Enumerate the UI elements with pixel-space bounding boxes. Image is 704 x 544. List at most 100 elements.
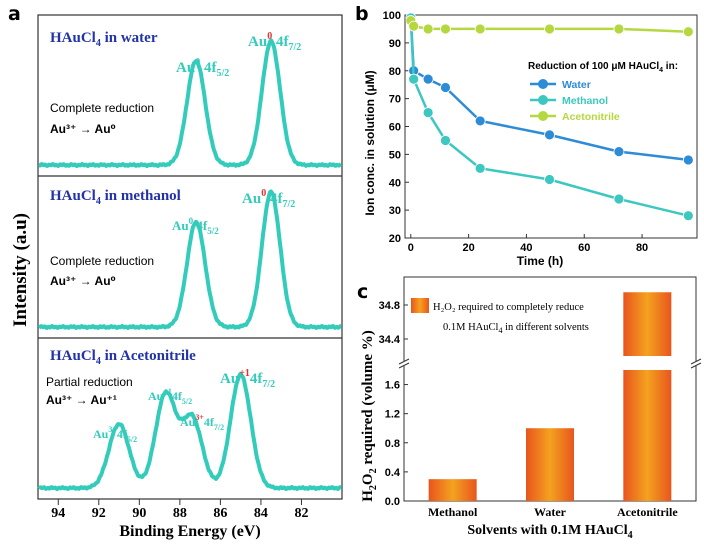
data-point-acetonitrile [408, 20, 420, 32]
a-xtick-label: 92 [92, 506, 106, 521]
legend-label-methanol: Methanol [562, 95, 608, 107]
panel-a-xticks: 94 92 90 88 86 84 82 [51, 499, 308, 521]
axis-break-mark [398, 358, 410, 365]
legend-marker-acetonitrile [538, 111, 548, 121]
data-point-water [422, 73, 434, 85]
panel-b-frame [404, 14, 698, 239]
c-ytick-label: 0.0 [385, 496, 400, 508]
a1-peak-label-2: Au0 4f7/2 [248, 31, 301, 53]
data-point-water [544, 129, 555, 141]
data-point-methanol [408, 73, 420, 85]
panel-b-legend: Water Methanol Acetonitrile [530, 79, 620, 123]
data-point-acetonitrile [474, 23, 486, 35]
b-xtick-label: 20 [462, 242, 474, 254]
a3-note-1: Partial reduction [46, 375, 133, 389]
a3-note-2: Au³⁺ → Au⁺¹ [46, 393, 117, 407]
a2-peak-label-2: Au0 4f7/2 [242, 188, 295, 210]
data-point-methanol [474, 162, 486, 174]
b-xtick-label: 80 [636, 242, 648, 254]
data-point-methanol [682, 210, 694, 222]
data-point-acetonitrile [613, 23, 625, 35]
b-ytick-label: 70 [389, 94, 401, 106]
panel-b-legend-title: Reduction of 100 μM HAuCl4 in: [528, 61, 678, 74]
data-point-acetonitrile [440, 23, 451, 35]
c-ytick-label: 1.2 [385, 409, 400, 421]
data-point-acetonitrile [544, 23, 555, 35]
data-point-acetonitrile [422, 23, 434, 35]
data-point-water [613, 146, 625, 157]
data-point-water [474, 115, 486, 127]
panel-a-frame [37, 14, 343, 500]
a2-title: HAuCl4 in methanol [50, 188, 181, 207]
b-ytick-label: 50 [389, 149, 401, 161]
c-xtick-label: Water [534, 505, 567, 519]
panel-c-ylabel: H2O2 required (volume %) [360, 330, 379, 502]
a3-title: HAuCl4 in Acetonitrile [50, 348, 196, 367]
panel-c-axes: 0.0 0.4 0.8 1.2 1.6 34.4 34.8 Methanol Water Acet… [379, 300, 702, 519]
axis-break-mark [398, 362, 410, 369]
a1-peak-label-1: Au0 4f5/2 [176, 57, 229, 79]
c-ytick-label: 34.4 [379, 334, 401, 346]
panel-b-xlabel: Time (h) [517, 254, 563, 268]
bar-water [526, 428, 574, 501]
c-xtick-label: Methanol [428, 505, 478, 519]
legend-label-water: Water [562, 79, 591, 91]
b-ytick-label: 60 [389, 122, 401, 134]
a-xtick-label: 86 [213, 506, 227, 521]
b-xtick-label: 60 [578, 242, 590, 254]
panel-b-label: b [355, 3, 369, 25]
bar-methanol [428, 479, 477, 501]
a1-note-2: Au³⁺ → Au⁰ [50, 122, 116, 136]
a-xtick-label: 88 [173, 506, 187, 521]
panel-b-ylabel: Ion conc. in solution (μM) [363, 70, 377, 215]
a2-note-1: Complete reduction [50, 254, 154, 268]
b-ytick-label: 80 [389, 66, 401, 78]
a3-peak-label-1: Au3+4f5/2 [93, 425, 137, 444]
xps-trace-3 [37, 372, 343, 492]
panel-b-axes: 20 30 40 50 60 70 80 90 100 0 20 40 60 80 [383, 10, 649, 254]
series-line-methanol [409, 17, 689, 217]
c-ytick-label: 0.4 [385, 467, 401, 479]
panel-c-label: c [357, 281, 368, 303]
panel-b-series [405, 12, 694, 222]
b-ytick-label: 100 [383, 10, 401, 22]
b-xtick-label: 40 [520, 242, 532, 254]
a2-note-2: Au³⁺ → Au⁰ [50, 274, 116, 288]
a2-peak-label-1: Au0 4f5/2 [172, 216, 219, 236]
panel-a-ylabel: Intensity (a.u) [10, 213, 31, 327]
data-point-methanol [422, 107, 434, 118]
legend-label-acetonitrile: Acetonitrile [562, 111, 620, 123]
b-ytick-label: 40 [389, 177, 401, 189]
c-ytick-label: 1.6 [385, 380, 400, 392]
b-ytick-label: 20 [389, 233, 401, 245]
panel-c-bars [428, 292, 676, 501]
a-xtick-label: 82 [294, 506, 308, 521]
panel-a-traces [37, 38, 343, 492]
legend-marker-methanol [538, 95, 548, 105]
data-point-methanol [440, 135, 451, 146]
a-xtick-label: 90 [132, 506, 146, 521]
a3-peak-label-3: Au3+4f7/2 [180, 413, 224, 432]
bar-acetonitrile-lower [623, 370, 672, 501]
a-xtick-label: 84 [254, 506, 268, 521]
xps-trace-2 [37, 189, 342, 330]
panel-a-xlabel: Binding Energy (eV) [119, 523, 260, 540]
panel-a-label: a [8, 3, 21, 25]
axis-break-mark [690, 358, 702, 365]
b-ytick-label: 30 [389, 205, 401, 217]
c-ytick-label: 34.8 [379, 300, 400, 312]
a3-peak-label-4: Au+14f7/2 [220, 368, 275, 390]
a1-note-1: Complete reduction [50, 101, 154, 115]
panel-c-legend-swatch [411, 298, 429, 313]
data-point-methanol [613, 193, 625, 205]
c-xtick-label: Acetonitrile [617, 505, 678, 519]
data-point-acetonitrile [682, 26, 694, 38]
panel-c-xlabel: Solvents with 0.1M HAuCl4 [467, 523, 632, 541]
a3-peak-label-2: Au+14f5/2 [148, 387, 192, 406]
legend-marker-water [538, 79, 548, 89]
data-point-water [682, 154, 694, 166]
bar-break-mark [619, 358, 676, 368]
axis-break-gap [691, 361, 701, 366]
data-point-methanol [544, 174, 555, 185]
